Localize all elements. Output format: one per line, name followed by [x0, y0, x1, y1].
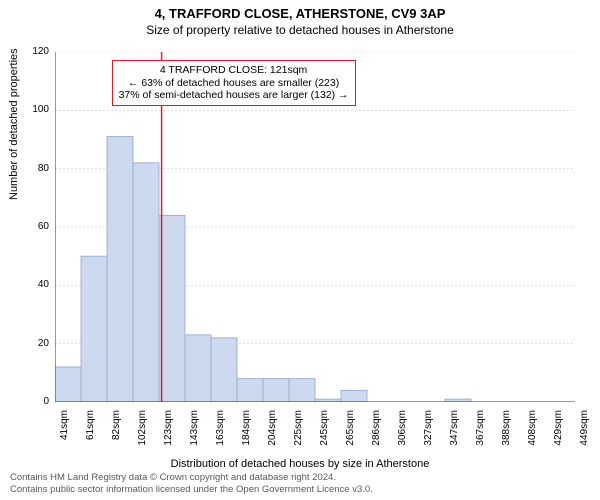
x-tick: 245sqm	[319, 410, 330, 454]
page-subtitle: Size of property relative to detached ho…	[0, 21, 600, 41]
footer-attribution: Contains HM Land Registry data © Crown c…	[10, 472, 373, 496]
x-tick: 102sqm	[137, 410, 148, 454]
x-tick: 184sqm	[241, 410, 252, 454]
y-tick: 40	[19, 279, 49, 290]
x-tick: 41sqm	[59, 410, 70, 454]
x-tick: 82sqm	[111, 410, 122, 454]
y-tick: 20	[19, 338, 49, 349]
chart-container: 020406080100120 41sqm61sqm82sqm102sqm123…	[55, 52, 575, 402]
y-tick: 100	[19, 104, 49, 115]
y-tick: 120	[19, 46, 49, 57]
x-tick: 265sqm	[345, 410, 356, 454]
x-tick: 204sqm	[267, 410, 278, 454]
footer-line1: Contains HM Land Registry data © Crown c…	[10, 472, 373, 484]
x-tick: 347sqm	[449, 410, 460, 454]
x-tick: 163sqm	[215, 410, 226, 454]
x-tick: 429sqm	[553, 410, 564, 454]
y-axis-label: Number of detached properties	[8, 48, 20, 200]
page-title: 4, TRAFFORD CLOSE, ATHERSTONE, CV9 3AP	[0, 0, 600, 21]
x-tick: 61sqm	[85, 410, 96, 454]
x-tick: 388sqm	[501, 410, 512, 454]
x-tick: 408sqm	[527, 410, 538, 454]
annotation-line3: 37% of semi-detached houses are larger (…	[119, 89, 349, 102]
y-tick: 80	[19, 163, 49, 174]
footer-line2: Contains public sector information licen…	[10, 484, 373, 496]
x-tick: 327sqm	[423, 410, 434, 454]
x-tick: 123sqm	[163, 410, 174, 454]
annotation-box: 4 TRAFFORD CLOSE: 121sqm ← 63% of detach…	[112, 60, 356, 106]
y-tick: 60	[19, 221, 49, 232]
x-tick: 225sqm	[293, 410, 304, 454]
x-tick: 449sqm	[579, 410, 590, 454]
annotation-line1: 4 TRAFFORD CLOSE: 121sqm	[119, 64, 349, 77]
annotation-line2: ← 63% of detached houses are smaller (22…	[119, 77, 349, 90]
x-tick: 143sqm	[189, 410, 200, 454]
y-tick: 0	[19, 396, 49, 407]
x-tick: 286sqm	[371, 410, 382, 454]
x-tick: 367sqm	[475, 410, 486, 454]
x-axis-label: Distribution of detached houses by size …	[0, 458, 600, 470]
x-tick: 306sqm	[397, 410, 408, 454]
